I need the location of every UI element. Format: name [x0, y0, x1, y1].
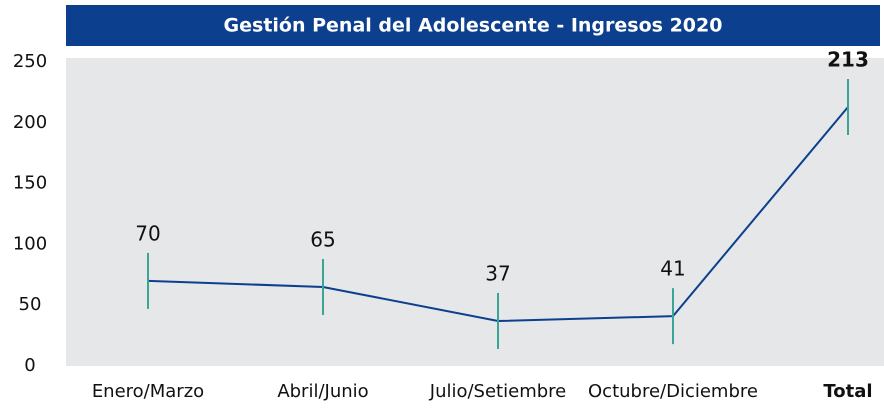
- y-tick-label: 100: [13, 233, 47, 254]
- y-tick-label: 150: [13, 173, 47, 194]
- data-label: 37: [485, 262, 510, 286]
- x-tick-label: Octubre/Diciembre: [588, 381, 758, 402]
- x-tick-label: Abril/Junio: [277, 381, 368, 402]
- x-tick-label: Julio/Setiembre: [429, 381, 566, 402]
- y-tick-label: 0: [24, 355, 35, 376]
- x-tick-label: Enero/Marzo: [92, 381, 204, 402]
- y-tick-label: 50: [19, 294, 42, 315]
- data-label: 213: [827, 47, 869, 71]
- data-label: 41: [660, 257, 685, 281]
- data-label: 70: [135, 221, 160, 245]
- chart-title: Gestión Penal del Adolescente - Ingresos…: [224, 15, 723, 37]
- title-banner: [66, 5, 880, 46]
- y-tick-label: 200: [13, 112, 47, 133]
- data-label: 65: [310, 227, 335, 251]
- x-tick-label: Total: [823, 381, 872, 402]
- plot-area: [66, 58, 884, 366]
- y-tick-label: 250: [13, 51, 47, 72]
